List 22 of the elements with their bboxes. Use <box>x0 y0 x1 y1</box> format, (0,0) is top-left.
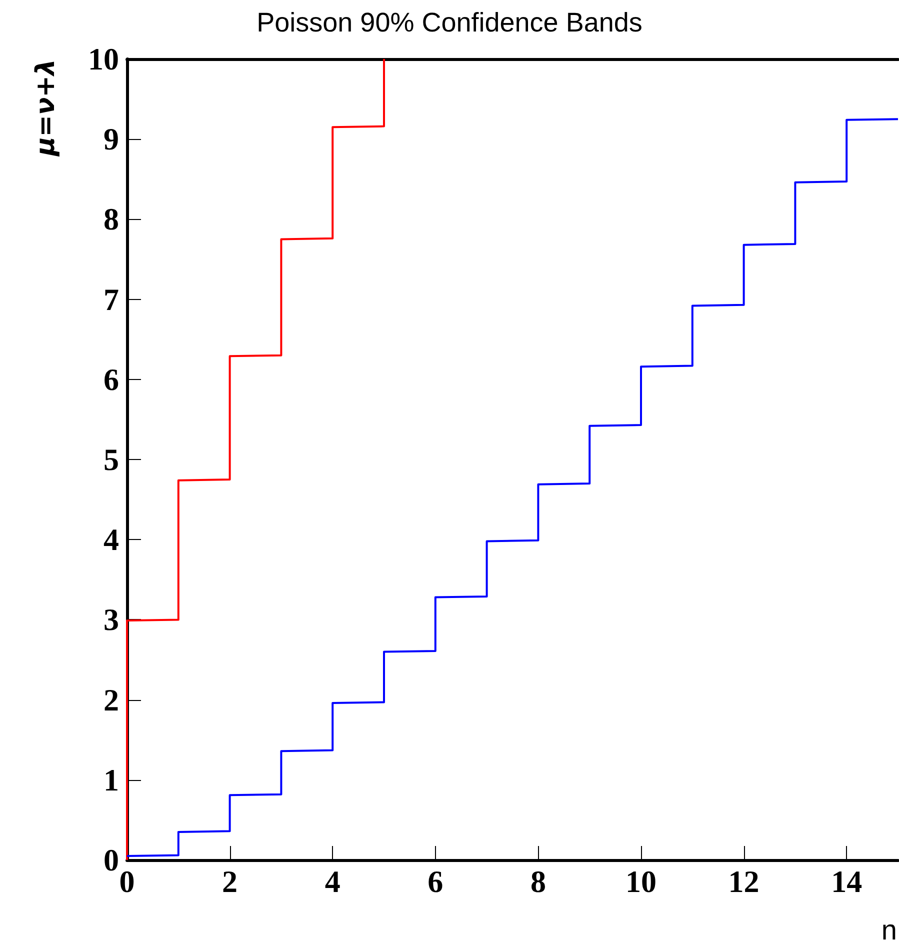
x-tick-label: 14 <box>831 864 862 899</box>
x-tick-label: 8 <box>530 864 546 899</box>
y-tick-label: 0 <box>104 842 119 878</box>
y-tick-label: 2 <box>104 682 119 718</box>
y-tick-label: 3 <box>104 602 119 638</box>
y-axis-title: μ=ν+λ <box>31 59 61 157</box>
x-tick-label: 10 <box>626 864 656 899</box>
y-tick-label: 5 <box>104 442 119 477</box>
y-tick-label: 4 <box>104 522 119 558</box>
x-axis-title: n <box>881 914 898 946</box>
x-tick-label: 12 <box>728 864 760 899</box>
x-tick-label: 6 <box>428 864 444 899</box>
y-tick-label: 6 <box>104 362 119 397</box>
chart-title: Poisson 90% Confidence Bands <box>256 8 642 38</box>
x-tick-label: 4 <box>324 864 340 899</box>
line-series <box>126 118 899 857</box>
y-tick-label: 7 <box>104 282 119 317</box>
x-tick-label: 2 <box>222 864 238 899</box>
y-tick-label: 9 <box>104 122 119 157</box>
y-tick-label: 8 <box>104 202 119 237</box>
y-tick-label: 10 <box>88 42 119 76</box>
y-tick-label: 1 <box>104 762 119 798</box>
